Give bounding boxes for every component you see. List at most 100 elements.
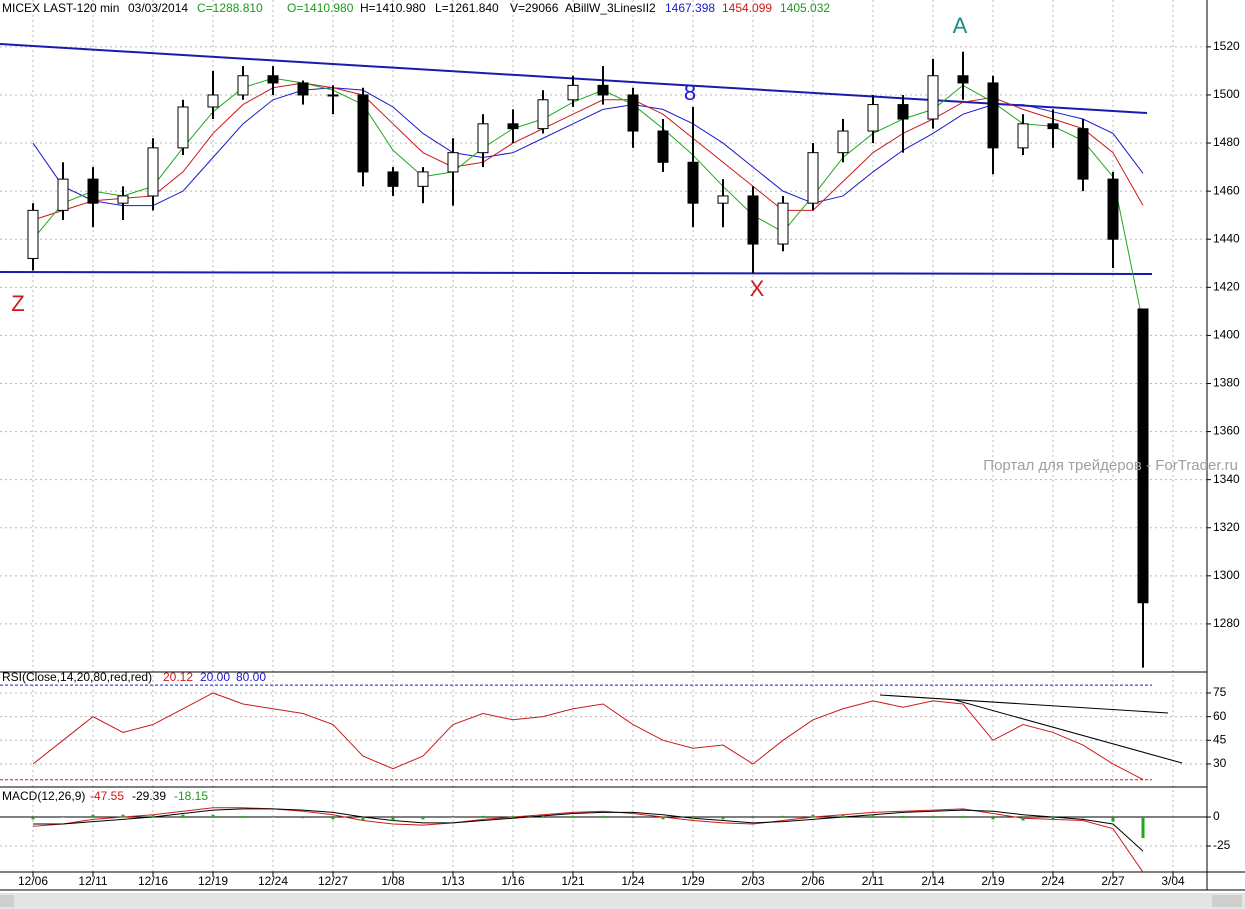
candle-body — [657, 130, 669, 163]
y-tick-label: 1520 — [1213, 39, 1240, 53]
candle-body — [897, 104, 909, 120]
histogram-bar — [211, 814, 215, 818]
macd-signal: -29.39 — [132, 789, 166, 803]
y-tick-label: 45 — [1213, 732, 1227, 746]
candle-body — [87, 178, 99, 204]
histogram-bar — [781, 815, 785, 818]
histogram-bar — [1051, 817, 1055, 820]
candle-body — [837, 130, 849, 154]
histogram-bar — [361, 817, 365, 821]
annotation: A — [953, 13, 968, 38]
y-tick-label: 1380 — [1213, 376, 1240, 390]
macd-histogram: -18.15 — [174, 789, 208, 803]
y-tick-label: 0 — [1213, 809, 1220, 823]
candle-body — [747, 195, 759, 245]
histogram-bar — [901, 815, 905, 818]
x-tick-label: 12/19 — [198, 874, 228, 888]
scroll-thumb[interactable] — [1212, 895, 1242, 907]
x-tick-label: 2/24 — [1041, 874, 1065, 888]
indicator-name: ABillW_3LinesII2 — [565, 1, 656, 15]
y-tick-label: 1360 — [1213, 424, 1240, 438]
histogram-bar — [511, 815, 515, 818]
y-tick-label: 1300 — [1213, 568, 1240, 582]
y-tick-label: 75 — [1213, 685, 1227, 699]
histogram-bar — [1081, 817, 1085, 819]
histogram-bar — [541, 815, 545, 818]
histogram-bar — [301, 817, 305, 819]
series-line — [32, 77, 1144, 324]
histogram-bar — [661, 817, 665, 820]
candle-body — [387, 171, 399, 187]
mark-layer — [27, 51, 1149, 873]
candle-body — [537, 99, 549, 130]
grid-layer — [0, 0, 1211, 877]
x-tick-label: 1/08 — [381, 874, 405, 888]
candle-body — [1077, 128, 1089, 180]
histogram-bar — [631, 817, 635, 819]
histogram-bar — [1111, 817, 1115, 822]
histogram-bar — [241, 815, 245, 818]
candle-body — [147, 147, 159, 197]
y-tick-label: 1500 — [1213, 87, 1240, 101]
histogram-bar — [811, 814, 815, 818]
candle-body — [987, 82, 999, 149]
candle-body — [717, 195, 729, 204]
candle-body — [297, 82, 309, 96]
close-price: C=1288.810 — [197, 1, 263, 15]
ma-value: 1405.032 — [780, 1, 830, 15]
candle-body — [267, 75, 279, 84]
histogram-bar — [721, 817, 725, 820]
series-line — [32, 87, 1144, 207]
candle-body — [777, 202, 789, 245]
histogram-bar — [451, 817, 455, 818]
x-tick-label: 2/14 — [921, 874, 945, 888]
candle-body — [957, 75, 969, 84]
y-tick-label: 1460 — [1213, 183, 1240, 197]
y-tick-label: 30 — [1213, 756, 1227, 770]
candle-body — [27, 209, 39, 259]
candle-body — [807, 152, 819, 204]
x-tick-label: 2/11 — [862, 874, 885, 888]
histogram-bar — [571, 815, 575, 818]
scroll-left[interactable] — [0, 895, 14, 907]
candle-body — [207, 94, 219, 108]
rsi-level: 80.00 — [236, 670, 266, 684]
candle-body — [1047, 123, 1059, 130]
candle-body — [237, 75, 249, 96]
y-tick-label: 1480 — [1213, 135, 1240, 149]
histogram-bar — [481, 815, 485, 818]
candle-body — [927, 75, 939, 120]
annotation: X — [750, 276, 765, 301]
x-tick-label: 12/16 — [138, 874, 168, 888]
watermark: Портал для трейдеров - ForTrader.ru — [983, 457, 1238, 474]
candle-body — [57, 178, 69, 211]
rsi-title: RSI(Close,14,20,80,red,red) — [2, 670, 152, 684]
histogram-bar — [181, 814, 185, 818]
y-tick-label: -25 — [1213, 838, 1231, 852]
rsi-trendline — [954, 699, 1183, 764]
x-tick-label: 1/13 — [441, 874, 465, 888]
histogram-bar — [871, 814, 875, 818]
x-tick-label: 12/24 — [258, 874, 288, 888]
histogram-bar — [601, 815, 605, 818]
series-line — [32, 82, 1144, 221]
annotation: 8 — [684, 80, 696, 105]
y-tick-label: 1340 — [1213, 472, 1240, 486]
x-tick-label: 2/06 — [801, 874, 825, 888]
candle-body — [417, 171, 429, 187]
x-tick-label: 12/06 — [18, 874, 48, 888]
scrollbar[interactable] — [0, 893, 1245, 909]
x-tick-label: 1/16 — [501, 874, 525, 888]
candle-body — [177, 106, 189, 149]
candle-body — [687, 161, 699, 204]
rsi-value: 20.12 — [163, 670, 193, 684]
volume: V=29066 — [510, 1, 559, 15]
y-tick-label: 1440 — [1213, 231, 1240, 245]
date: 03/03/2014 — [128, 1, 188, 15]
histogram-bar — [61, 817, 65, 818]
x-tick-label: 1/29 — [681, 874, 705, 888]
candle-body — [1017, 123, 1029, 149]
series-line — [33, 808, 1144, 852]
